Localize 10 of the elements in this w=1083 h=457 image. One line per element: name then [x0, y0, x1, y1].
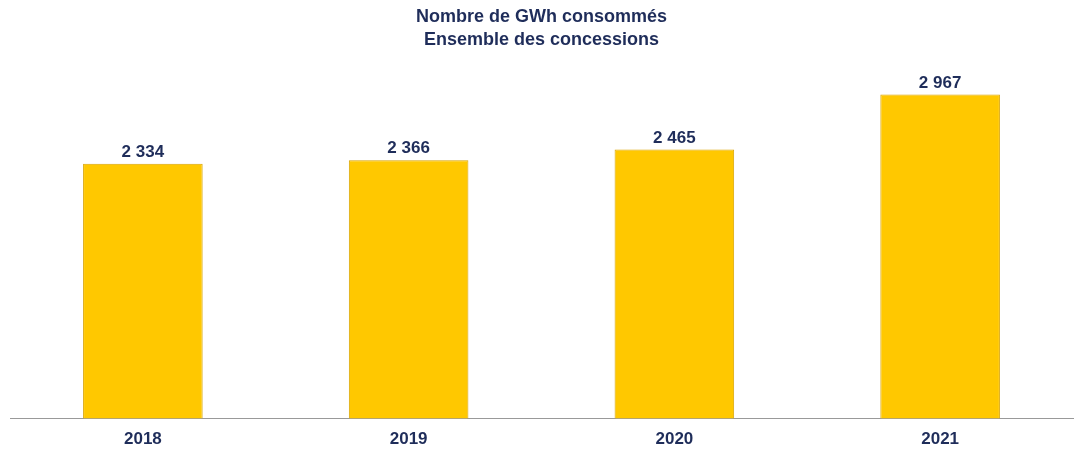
text: Ensemble des concessions	[423, 28, 660, 49]
x-tick-label: 2021	[921, 429, 960, 449]
data-label: 2 366	[387, 138, 430, 158]
data-label: 2 465	[653, 127, 696, 147]
x-tick-label: 2018	[123, 429, 162, 449]
data-label: 2 967	[918, 72, 962, 92]
x-tick-label: 2020	[655, 429, 694, 449]
text: Nombre de GWh consommés	[415, 6, 668, 27]
data-label: 2 334	[121, 141, 165, 161]
x-tick-label: 2019	[389, 429, 428, 449]
